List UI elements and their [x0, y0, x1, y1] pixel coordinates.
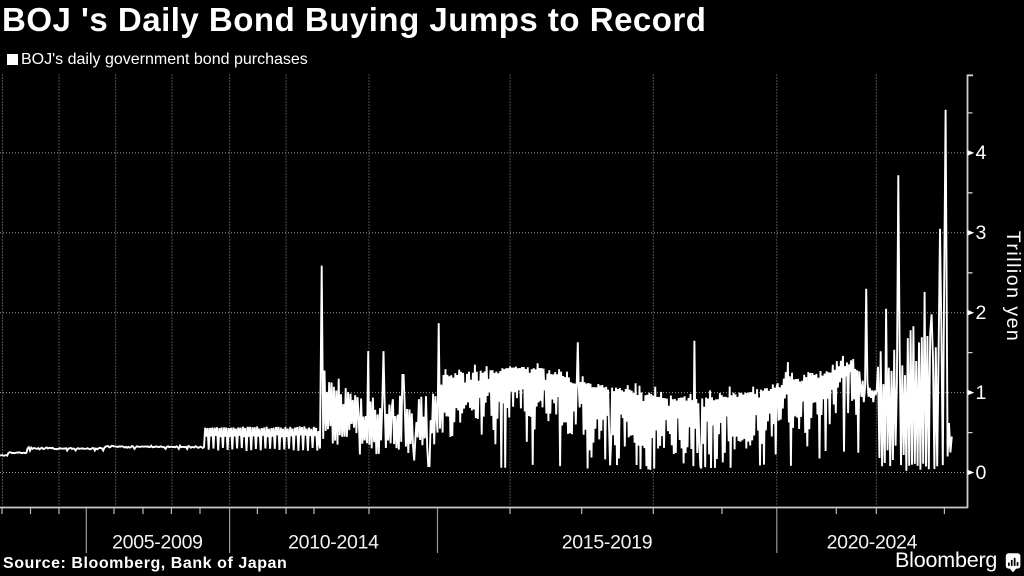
svg-text:1: 1: [976, 382, 987, 404]
svg-text:Trillion yen: Trillion yen: [1002, 231, 1024, 343]
svg-text:4: 4: [976, 142, 987, 164]
svg-text:2010-2014: 2010-2014: [288, 532, 379, 554]
svg-text:2: 2: [976, 302, 987, 324]
svg-text:2020-2024: 2020-2024: [827, 532, 918, 554]
svg-text:2015-2019: 2015-2019: [562, 532, 653, 554]
svg-text:3: 3: [976, 222, 987, 244]
svg-text:2005-2009: 2005-2009: [112, 532, 203, 554]
svg-text:0: 0: [976, 462, 987, 484]
